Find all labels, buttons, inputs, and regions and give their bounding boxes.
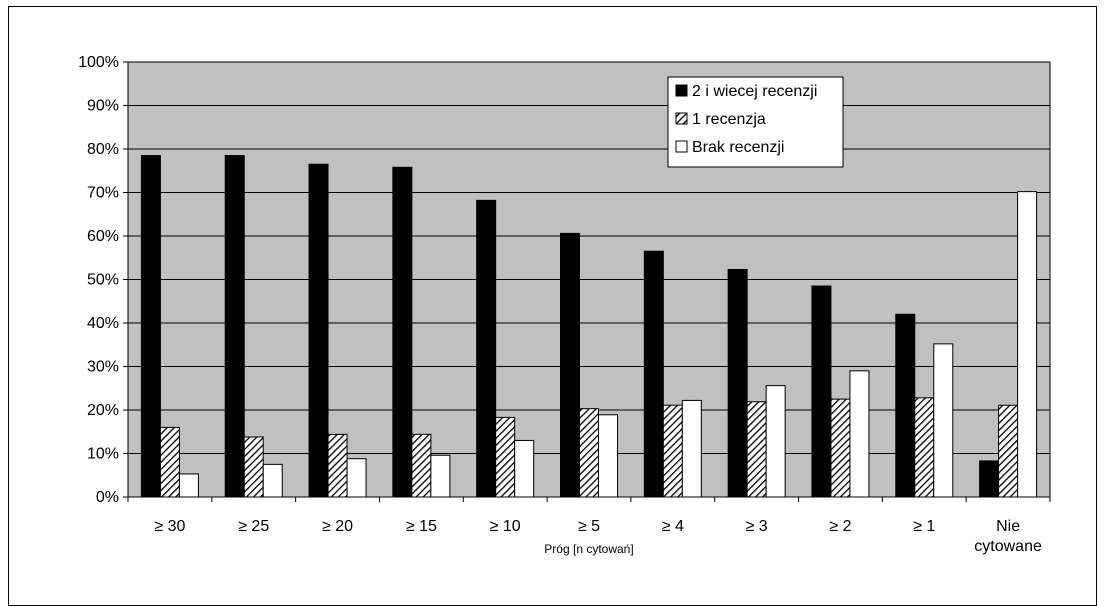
bar bbox=[308, 163, 329, 498]
x-tick-label: ≥ 20 bbox=[322, 518, 353, 535]
bar bbox=[727, 268, 748, 498]
bar bbox=[662, 404, 683, 498]
bar bbox=[895, 313, 916, 498]
bar bbox=[262, 463, 283, 498]
y-tick-label: 30% bbox=[87, 359, 119, 376]
x-tick-label: ≥ 2 bbox=[829, 518, 851, 535]
y-tick-label: 20% bbox=[87, 402, 119, 419]
x-axis: ≥ 30 ≥ 25 ≥ 20 ≥ 15 ≥ 10 ≥ 5 ≥ 4 ≥ 3 ≥ 2 ≥ 1 Nie cy… bbox=[127, 497, 1051, 555]
bar bbox=[327, 433, 348, 498]
x-tick-label: ≥ 3 bbox=[746, 518, 768, 535]
bar bbox=[914, 397, 935, 498]
y-tick-label: 50% bbox=[87, 272, 119, 289]
bar bbox=[411, 433, 432, 498]
bar bbox=[476, 199, 497, 498]
y-tick-label: 60% bbox=[87, 228, 119, 245]
bars bbox=[140, 155, 1038, 498]
bar bbox=[598, 414, 618, 498]
y-tick-label: 80% bbox=[87, 141, 119, 158]
bar bbox=[979, 460, 1000, 498]
bar bbox=[1017, 191, 1038, 498]
bar bbox=[140, 155, 161, 498]
bar bbox=[495, 416, 516, 498]
bar bbox=[224, 155, 245, 498]
legend-box bbox=[667, 76, 844, 168]
bar bbox=[830, 398, 851, 498]
bar bbox=[346, 458, 367, 498]
legend-label: 1 recenzja bbox=[692, 111, 766, 128]
x-tick-label: ≥ 15 bbox=[406, 518, 437, 535]
y-tick-label: 100% bbox=[78, 54, 119, 71]
legend-swatch bbox=[675, 112, 688, 125]
bar bbox=[681, 399, 702, 498]
x-tick-label: Nie cytowane bbox=[974, 518, 1042, 555]
bar bbox=[849, 370, 870, 498]
bar bbox=[178, 473, 199, 498]
x-tick-label: ≥ 30 bbox=[154, 518, 185, 535]
bar bbox=[998, 404, 1019, 498]
x-tick-label: ≥ 25 bbox=[238, 518, 269, 535]
bar bbox=[811, 285, 832, 498]
legend-label: Brak recenzji bbox=[692, 139, 784, 156]
bar bbox=[514, 439, 535, 498]
y-tick-label: 70% bbox=[87, 185, 119, 202]
x-tick-label: ≥ 5 bbox=[578, 518, 600, 535]
bar bbox=[560, 232, 580, 498]
y-tick-label: 0% bbox=[96, 489, 119, 506]
bar bbox=[643, 250, 664, 498]
legend: 2 i wiecej recenzji 1 recenzja Brak recenz… bbox=[667, 76, 844, 168]
bar bbox=[159, 426, 180, 498]
x-tick-label: ≥ 4 bbox=[662, 518, 684, 535]
bar bbox=[746, 401, 767, 498]
y-tick-label: 10% bbox=[87, 446, 119, 463]
x-tick-label: ≥ 1 bbox=[913, 518, 935, 535]
y-tick-label: 90% bbox=[87, 98, 119, 115]
legend-swatch bbox=[675, 84, 688, 97]
legend-label: 2 i wiecej recenzji bbox=[692, 83, 817, 100]
y-tick-label: 40% bbox=[87, 315, 119, 332]
x-axis-title: Próg [n cytowań] bbox=[544, 542, 633, 556]
bar bbox=[579, 408, 599, 498]
x-tick-label: ≥ 10 bbox=[490, 518, 521, 535]
bar bbox=[243, 436, 264, 498]
legend-swatch bbox=[675, 140, 688, 153]
bar bbox=[933, 343, 954, 498]
bar bbox=[765, 385, 786, 498]
y-axis: 0% 10% 20% 30% 40% 50% 60% 70% 80% 90% 100% bbox=[78, 54, 128, 506]
bar bbox=[392, 166, 413, 498]
bar bbox=[430, 454, 451, 498]
